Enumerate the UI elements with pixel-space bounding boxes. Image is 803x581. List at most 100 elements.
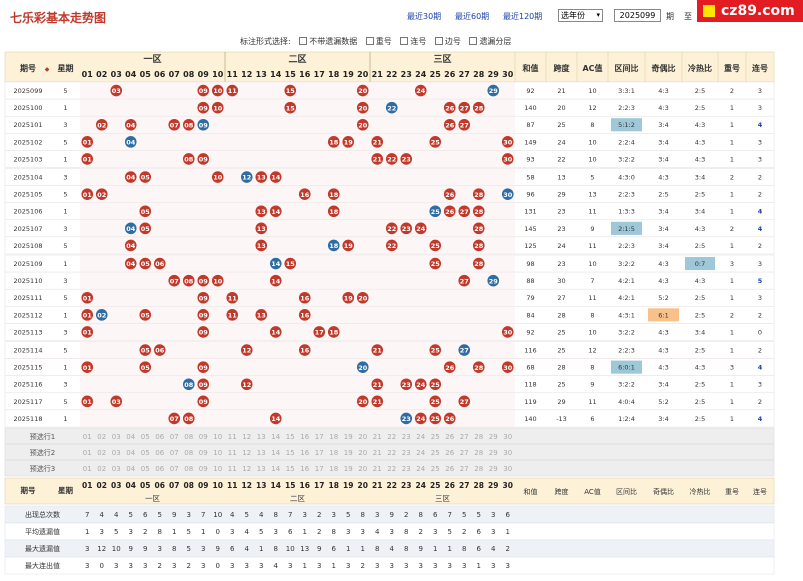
number-header: 19 xyxy=(343,70,355,79)
stat-cell: 11 xyxy=(588,242,596,250)
stat-cell: 5 xyxy=(590,174,594,182)
predict-number: 03 xyxy=(112,465,121,473)
stat-cell: 2:2:3 xyxy=(618,104,635,112)
summary-value: 8 xyxy=(158,528,162,536)
special-ball xyxy=(458,344,471,356)
issue-cell: 2025109 xyxy=(14,260,43,268)
hit-ball xyxy=(298,291,311,304)
hit-ball xyxy=(371,344,384,356)
option-checkbox[interactable] xyxy=(434,37,443,45)
hit-ball xyxy=(400,153,413,165)
year-select[interactable]: 选年份 ▾ xyxy=(558,9,603,22)
hit-ball xyxy=(472,222,485,235)
hit-number: 12 xyxy=(242,347,251,355)
stat-cell: 4 xyxy=(758,415,763,423)
summary-value: 4 xyxy=(259,511,264,519)
number-header: 16 xyxy=(300,481,310,490)
hit-number: 08 xyxy=(184,156,194,164)
stat-cell: 3:4 xyxy=(658,155,668,163)
to-label: 至 xyxy=(684,12,692,21)
predict-number: 12 xyxy=(242,465,251,473)
summary-value: 9 xyxy=(317,545,321,553)
special-ball xyxy=(487,84,500,97)
hit-ball xyxy=(168,274,181,287)
stat-cell: 3:2:2 xyxy=(618,260,635,268)
special-number: 29 xyxy=(489,87,499,95)
hit-number: 19 xyxy=(344,138,354,146)
stat-cell: 145 xyxy=(524,225,536,233)
summary-value: 3 xyxy=(491,562,495,570)
hit-number: 19 xyxy=(344,294,354,302)
stat-header: 奇偶比 xyxy=(653,487,674,496)
hit-ball xyxy=(124,118,137,131)
number-zone-bg xyxy=(80,358,515,376)
hit-number: 01 xyxy=(83,398,93,406)
special-number: 22 xyxy=(387,104,396,112)
issue-from-input[interactable]: 2025099 xyxy=(614,9,661,22)
hit-number: 20 xyxy=(358,294,368,302)
summary-value: 3 xyxy=(390,562,394,570)
recent-120-link[interactable]: 最近120期 xyxy=(503,12,543,21)
hit-number: 11 xyxy=(228,311,238,319)
stat-cell: 23 xyxy=(557,260,565,268)
summary-value: 3 xyxy=(187,511,191,519)
hit-number: 22 xyxy=(387,156,396,164)
stat-cell: 1:2:4 xyxy=(618,415,635,423)
stat-cell: 10 xyxy=(588,328,596,336)
hit-ball xyxy=(501,153,514,165)
option-checkbox[interactable] xyxy=(469,37,478,45)
number-header: 10 xyxy=(212,70,224,79)
summary-value: 5 xyxy=(259,528,263,536)
stat-cell: 0 xyxy=(758,328,762,336)
hit-number: 16 xyxy=(300,294,310,302)
hit-ball xyxy=(429,378,442,391)
predict-number: 05 xyxy=(141,449,150,457)
week-cell: 3 xyxy=(63,174,67,182)
hit-ball xyxy=(269,171,282,183)
stat-cell: 3 xyxy=(758,138,762,146)
option-checkbox[interactable] xyxy=(365,37,374,45)
number-header: 03 xyxy=(111,70,122,79)
option-checkbox[interactable] xyxy=(400,37,409,45)
stat-cell: 8 xyxy=(590,311,594,319)
number-zone-bg xyxy=(80,375,515,393)
recent-60-link[interactable]: 最近60期 xyxy=(455,12,490,21)
issue-cell: 2025108 xyxy=(14,242,43,250)
stat-cell: 1 xyxy=(730,138,734,146)
hit-ball xyxy=(443,118,456,131)
summary-value: 8 xyxy=(375,545,379,553)
special-ball xyxy=(197,118,210,131)
issue-cell: 2025112 xyxy=(14,311,43,319)
special-number: 14 xyxy=(271,260,281,268)
summary-value: 8 xyxy=(361,511,365,519)
summary-value: 6 xyxy=(332,545,337,553)
hit-number: 15 xyxy=(286,104,296,112)
predict-number: 15 xyxy=(286,465,295,473)
stat-cell: 28 xyxy=(557,364,565,372)
bottom-header-bg xyxy=(4,477,775,505)
predict-number: 13 xyxy=(257,433,266,441)
issue-cell: 2025118 xyxy=(14,415,43,423)
recent-30-link[interactable]: 最近30期 xyxy=(407,12,442,21)
summary-value: 2 xyxy=(419,528,423,536)
hit-ball xyxy=(298,344,311,356)
special-ball xyxy=(487,274,500,287)
stat-cell: 23 xyxy=(557,208,565,216)
option-checkbox[interactable] xyxy=(299,37,308,45)
stat-cell: 3:4 xyxy=(695,174,705,182)
summary-value: 1 xyxy=(448,545,452,553)
hit-number: 25 xyxy=(431,347,441,355)
summary-value: 4 xyxy=(100,511,105,519)
stat-cell: 10 xyxy=(588,260,596,268)
stat-cell: 5:2 xyxy=(658,398,668,406)
summary-value: 3 xyxy=(506,562,510,570)
hit-ball xyxy=(95,188,108,200)
hit-number: 11 xyxy=(228,87,238,95)
stat-cell: 2 xyxy=(758,191,762,199)
number-header: 24 xyxy=(416,481,426,490)
predict-number: 22 xyxy=(387,465,396,473)
number-zone-bg xyxy=(80,99,515,117)
hit-ball xyxy=(458,205,471,218)
stat-cell: 4 xyxy=(758,225,763,233)
